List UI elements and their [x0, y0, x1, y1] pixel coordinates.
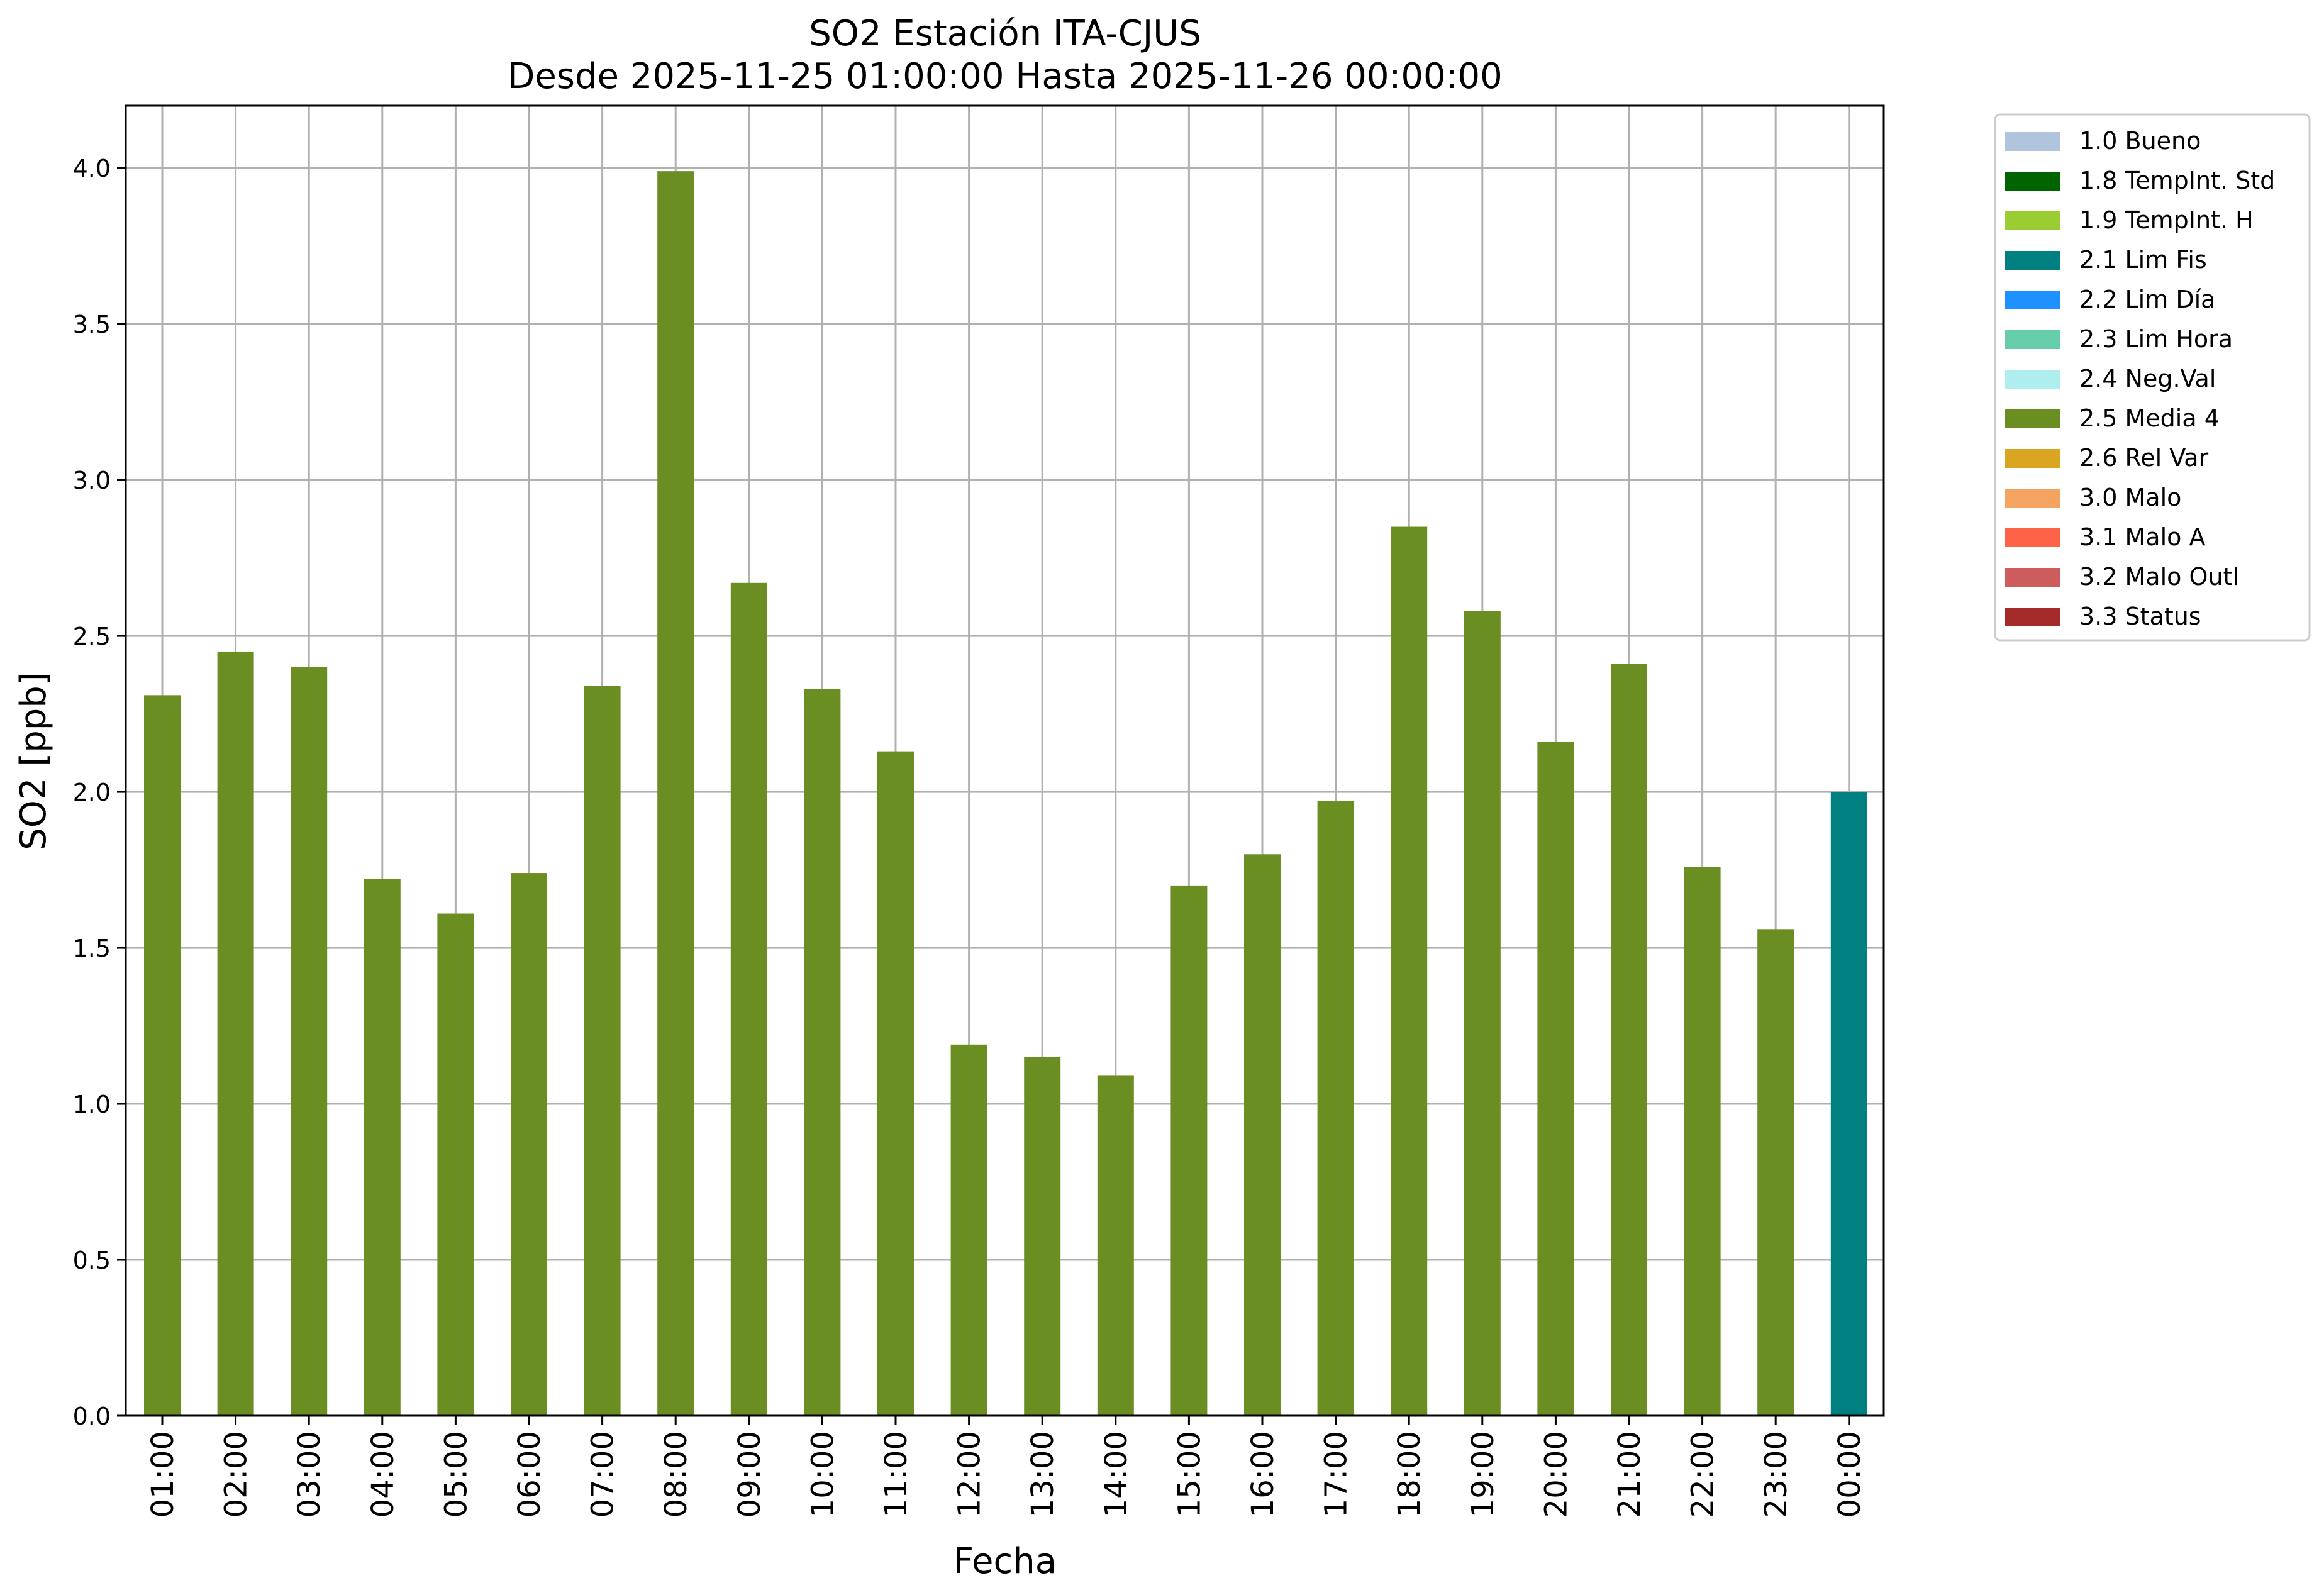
y-tick-label: 1.0: [73, 1091, 111, 1118]
legend-label: 3.2 Malo Outl: [2079, 563, 2239, 591]
bar-1000: [804, 689, 841, 1416]
bar-1200: [950, 1044, 987, 1416]
x-tick-label: 13:00: [1025, 1431, 1060, 1518]
legend-swatch: [2005, 568, 2060, 587]
legend-swatch: [2005, 251, 2060, 270]
x-tick-label: 18:00: [1392, 1431, 1427, 1518]
x-tick-label: 06:00: [512, 1431, 547, 1518]
chart-title: SO2 Estación ITA-CJUS: [809, 13, 1201, 54]
y-tick-label: 0.0: [73, 1403, 111, 1430]
x-tick-label: 02:00: [219, 1431, 254, 1518]
legend-swatch: [2005, 330, 2060, 349]
legend-swatch: [2005, 489, 2060, 508]
y-tick-label: 3.0: [73, 467, 111, 494]
chart-subtitle: Desde 2025-11-25 01:00:00 Hasta 2025-11-…: [508, 56, 1503, 97]
x-tick-label: 10:00: [805, 1431, 840, 1518]
y-tick-label: 3.5: [73, 311, 111, 338]
bar-1800: [1391, 526, 1428, 1416]
plot-frame: [125, 104, 1885, 1417]
x-tick-label: 14:00: [1099, 1431, 1134, 1518]
x-axis-label: Fecha: [954, 1541, 1057, 1582]
legend-swatch: [2005, 172, 2060, 191]
bar-0500: [437, 913, 474, 1416]
x-axis-ticks: 01:00 02:00 03:00 04:00 05:00 06:00 07:00 08:00…: [145, 1416, 1867, 1518]
legend-label: 1.8 TempInt. Std: [2079, 167, 2275, 194]
legend-label: 2.6 Rel Var: [2079, 444, 2209, 472]
bars-group: [144, 171, 1867, 1416]
x-tick-label: 05:00: [438, 1431, 474, 1518]
bar-0400: [364, 879, 401, 1416]
bar-2300: [1757, 929, 1794, 1416]
bar-0300: [291, 667, 328, 1416]
x-tick-label: 08:00: [659, 1431, 694, 1518]
bar-1700: [1317, 801, 1354, 1416]
legend-label: 1.9 TempInt. H: [2079, 206, 2254, 234]
legend-label: 1.0 Bueno: [2079, 127, 2201, 155]
legend-label: 3.0 Malo: [2079, 484, 2181, 511]
legend-swatch: [2005, 608, 2060, 626]
bar-1300: [1024, 1057, 1061, 1416]
legend-items: 1.0 Bueno 1.8 TempInt. Std 1.9 TempInt. H 2…: [2005, 127, 2275, 630]
bar-0600: [511, 873, 547, 1416]
legend-label: 2.4 Neg.Val: [2079, 365, 2216, 392]
bar-0000: [1830, 792, 1867, 1416]
bar-2200: [1684, 867, 1721, 1416]
bar-1500: [1170, 885, 1208, 1416]
x-tick-label: 16:00: [1245, 1431, 1281, 1518]
x-tick-label: 03:00: [292, 1431, 327, 1518]
y-tick-label: 2.0: [73, 779, 111, 806]
bar-0900: [730, 582, 767, 1416]
legend-swatch: [2005, 528, 2060, 547]
y-tick-label: 2.5: [73, 623, 111, 650]
bar-1400: [1097, 1075, 1134, 1416]
y-axis-label: SO2 [ppb]: [13, 672, 54, 850]
x-tick-label: 09:00: [732, 1431, 767, 1518]
y-tick-label: 1.5: [73, 935, 111, 962]
x-tick-label: 04:00: [365, 1431, 401, 1518]
legend-label: 3.1 Malo A: [2079, 523, 2205, 551]
x-tick-label: 22:00: [1686, 1431, 1721, 1518]
legend-label: 2.1 Lim Fis: [2079, 246, 2207, 274]
x-tick-label: 01:00: [145, 1431, 181, 1518]
legend-label: 3.3 Status: [2079, 603, 2201, 630]
legend-swatch: [2005, 449, 2060, 468]
legend-swatch: [2005, 211, 2060, 230]
legend-label: 2.3 Lim Hora: [2079, 325, 2233, 353]
legend-swatch: [2005, 409, 2060, 428]
legend-label: 2.2 Lim Día: [2079, 286, 2215, 313]
bar-1100: [877, 751, 914, 1416]
bar-2100: [1611, 664, 1647, 1416]
x-tick-label: 12:00: [952, 1431, 987, 1518]
x-tick-label: 21:00: [1612, 1431, 1647, 1518]
bar-0800: [657, 171, 694, 1416]
bar-0700: [584, 686, 621, 1416]
x-tick-label: 11:00: [879, 1431, 914, 1518]
y-tick-label: 4.0: [73, 155, 111, 182]
legend-swatch: [2005, 370, 2060, 389]
x-tick-label: 23:00: [1759, 1431, 1794, 1518]
x-tick-label: 17:00: [1319, 1431, 1354, 1518]
legend-swatch: [2005, 291, 2060, 309]
legend-box: [1994, 113, 2311, 642]
y-tick-label: 0.5: [73, 1247, 111, 1274]
legend-swatch: [2005, 132, 2060, 151]
y-axis-ticks: 0.0 0.5 1.0 1.5 2.0 2.5 3.0 3.5 4.0: [73, 155, 126, 1430]
bar-0200: [217, 651, 254, 1416]
legend: 1.0 Bueno 1.8 TempInt. Std 1.9 TempInt. H 2…: [1994, 113, 2311, 642]
x-tick-label: 15:00: [1172, 1431, 1207, 1518]
x-tick-label: 07:00: [586, 1431, 621, 1518]
bar-1600: [1244, 854, 1281, 1416]
legend-label: 2.5 Media 4: [2079, 404, 2220, 432]
bar-1900: [1464, 611, 1501, 1416]
x-tick-label: 19:00: [1465, 1431, 1501, 1518]
bar-2000: [1537, 742, 1574, 1416]
x-tick-label: 20:00: [1538, 1431, 1574, 1518]
x-tick-label: 00:00: [1832, 1431, 1867, 1518]
bar-0100: [144, 695, 181, 1416]
